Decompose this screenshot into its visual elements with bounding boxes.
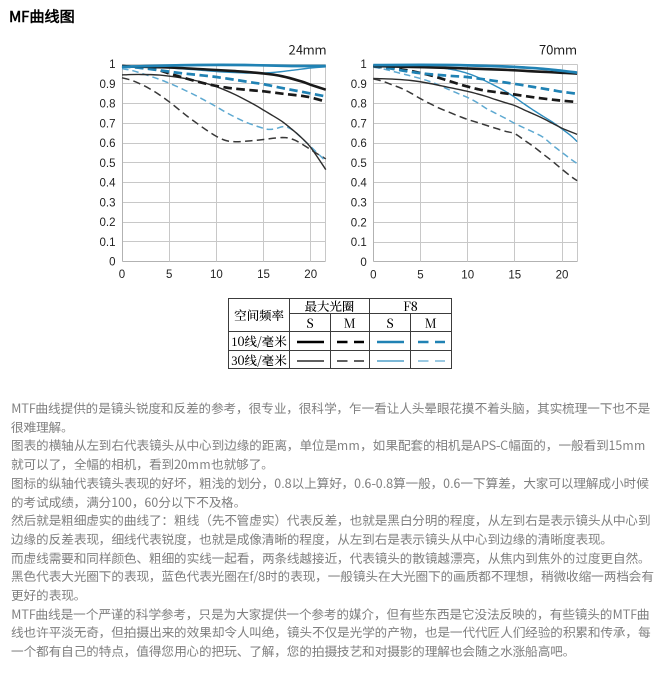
svg-text:15: 15 [508, 269, 521, 281]
svg-text:0.5: 0.5 [100, 158, 116, 170]
svg-text:20: 20 [556, 269, 569, 281]
svg-text:0.2: 0.2 [351, 217, 367, 229]
svg-text:24mm: 24mm [289, 40, 327, 59]
svg-text:0.8: 0.8 [100, 99, 116, 111]
svg-text:1: 1 [109, 59, 115, 71]
svg-text:0.6: 0.6 [351, 138, 367, 150]
svg-text:0.3: 0.3 [100, 197, 116, 209]
svg-text:0.1: 0.1 [100, 237, 116, 249]
svg-text:0.2: 0.2 [100, 217, 116, 229]
svg-text:0.7: 0.7 [351, 118, 367, 130]
svg-text:5: 5 [166, 269, 172, 281]
svg-text:0.4: 0.4 [100, 178, 117, 190]
svg-text:0: 0 [109, 257, 115, 269]
svg-text:0.7: 0.7 [100, 118, 116, 130]
svg-text:0.9: 0.9 [351, 79, 367, 91]
svg-text:0.4: 0.4 [351, 178, 368, 190]
svg-text:20: 20 [304, 269, 317, 281]
svg-text:0.3: 0.3 [351, 198, 367, 210]
svg-text:10: 10 [210, 269, 223, 281]
svg-text:0: 0 [360, 257, 366, 269]
svg-text:0.6: 0.6 [100, 138, 116, 150]
svg-text:70mm: 70mm [539, 40, 577, 59]
svg-text:5: 5 [417, 269, 423, 281]
svg-text:0.9: 0.9 [100, 79, 116, 91]
svg-text:1: 1 [360, 59, 366, 71]
svg-text:0: 0 [119, 269, 125, 281]
svg-text:0.5: 0.5 [351, 158, 367, 170]
svg-text:0.8: 0.8 [351, 99, 367, 111]
svg-text:10: 10 [461, 269, 474, 281]
svg-text:0.1: 0.1 [351, 237, 367, 249]
svg-text:0: 0 [370, 269, 376, 281]
svg-text:15: 15 [257, 269, 270, 281]
